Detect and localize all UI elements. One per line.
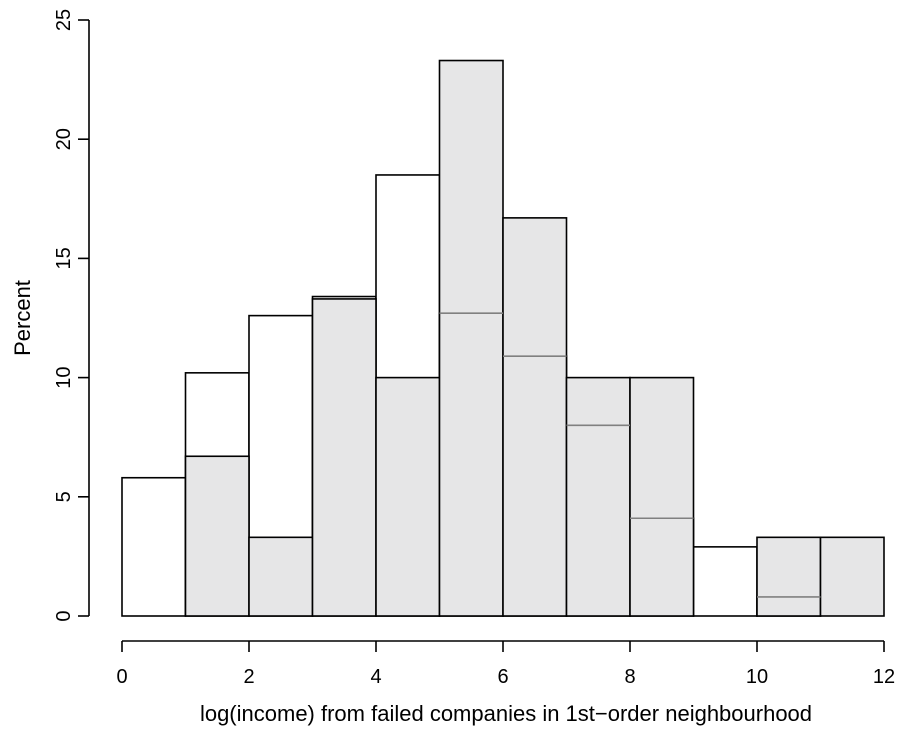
x-tick-label-4: 8 <box>624 666 635 688</box>
bar-gray-bin-11 <box>819 536 885 617</box>
y-tick-label-0: 0 <box>53 610 75 621</box>
bar-gray-bin-8 <box>629 376 695 617</box>
x-tick-label-1: 2 <box>243 666 254 688</box>
bar-gray-bin-5 <box>438 59 504 617</box>
bar-gray-bin-6 <box>502 217 568 617</box>
x-tick-label-6: 12 <box>873 666 895 688</box>
y-tick-label-2: 10 <box>53 366 75 388</box>
bar-gray-bin-10 <box>756 536 822 617</box>
x-tick-label-0: 0 <box>116 666 127 688</box>
y-tick-label-1: 5 <box>53 491 75 502</box>
series-white-top-lines <box>439 312 821 598</box>
bar-white-bin-9 <box>692 546 758 617</box>
bar-gray-bin-1 <box>184 455 250 617</box>
bar-gray-bin-2 <box>248 536 314 617</box>
series-gray-bars <box>184 59 885 617</box>
x-tick-label-2: 4 <box>370 666 381 688</box>
bar-gray-bin-7 <box>565 376 631 617</box>
y-axis-title: Percent <box>10 280 35 356</box>
x-tick-label-3: 6 <box>497 666 508 688</box>
y-tick-label-3: 15 <box>53 247 75 269</box>
x-axis-title: log(income) from failed companies in 1st… <box>200 701 812 726</box>
bar-gray-bin-4 <box>375 376 441 617</box>
x-tick-label-5: 10 <box>746 666 768 688</box>
x-axis: 0 2 4 6 8 10 12 <box>116 640 895 688</box>
y-tick-label-5: 25 <box>53 9 75 31</box>
y-axis: 0 5 10 15 20 25 <box>53 9 90 622</box>
y-tick-label-4: 20 <box>53 128 75 150</box>
bar-white-bin-0 <box>121 476 187 617</box>
bar-gray-bin-3 <box>311 298 377 617</box>
